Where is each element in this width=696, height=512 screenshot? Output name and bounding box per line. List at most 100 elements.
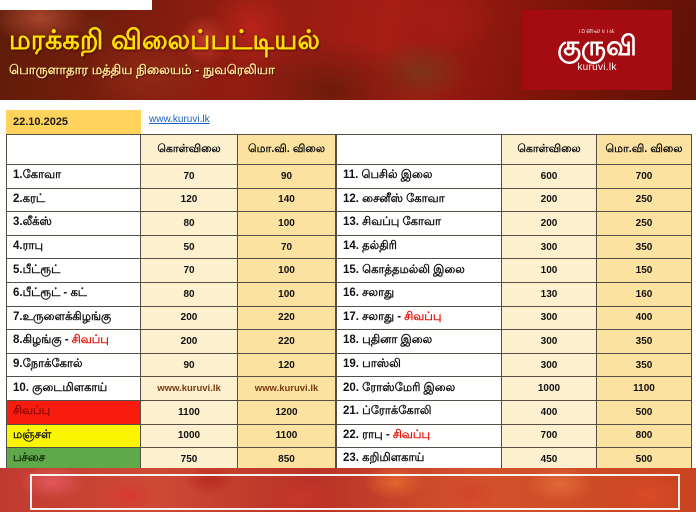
- cell-buy-price: 100: [501, 258, 597, 283]
- table-row: 14. தல்திரி 300 350: [336, 234, 692, 260]
- cell-item-name: 15. கொத்தமல்லி இலை: [336, 258, 502, 283]
- cell-item-name: 6.பீட்ரூட் - கட்: [6, 281, 141, 307]
- cell-wholesale-price: 1200: [237, 399, 336, 425]
- cell-buy-price: 90: [140, 352, 238, 378]
- table-row: 3.லீக்ஸ் 80 100: [6, 211, 336, 236]
- table-row: 1.கோவா 70 90: [6, 164, 336, 189]
- cell-item-name: 10. குடைமிளகாய்: [6, 376, 141, 401]
- logo-wordmark: குருவி: [557, 31, 637, 63]
- cell-buy-price: 700: [501, 423, 597, 449]
- cell-item-name: 13. சிவப்பு கோவா: [336, 211, 502, 236]
- item-name-accent: சிவப்பு: [71, 334, 109, 347]
- table-row: 19. பாஸ்லி 300 350: [336, 352, 692, 378]
- date-cell: 22.10.2025: [6, 110, 141, 134]
- cell-buy-price: 300: [501, 329, 597, 354]
- cell-item-name: 20. ரோஸ்மேரி இலை: [336, 376, 502, 401]
- cell-wholesale-price: 350: [596, 352, 692, 378]
- cell-item-name: 7.உருளைக்கிழங்கு: [6, 305, 141, 331]
- cell-item-name: 4.ராபு: [6, 234, 141, 260]
- logo-url: kuruvi.lk: [577, 61, 617, 73]
- page-title: மரக்கறி விலைப்பட்டியல்: [9, 25, 321, 55]
- kuruvi-logo[interactable]: மலையக குருவி kuruvi.lk: [522, 10, 672, 90]
- cell-wholesale-price: 220: [237, 305, 336, 331]
- cell-item-name: 3.லீக்ஸ்: [6, 211, 141, 236]
- col-header-buy-price: கொள்விலை: [501, 134, 597, 165]
- table-row: 18. புதினா இலை 300 350: [336, 329, 692, 354]
- cell-wholesale-price: 250: [596, 211, 692, 236]
- table-row: 23. கறிமிளகாய் 450 500: [336, 447, 692, 472]
- cell-buy-price: 130: [501, 281, 597, 307]
- date-strip: 22.10.2025 www.kuruvi.lk: [6, 110, 690, 134]
- cell-wholesale-price: 220: [237, 329, 336, 354]
- cell-item-name: 18. புதினா இலை: [336, 329, 502, 354]
- table-row: மஞ்சள் 1000 1100: [6, 423, 336, 449]
- table-row: 6.பீட்ரூட் - கட் 80 100: [6, 281, 336, 307]
- table-row: 10. குடைமிளகாய் www.kuruvi.lk www.kuruvi.l…: [6, 376, 336, 401]
- cell-item-name: 11. பெசில் இலை: [336, 164, 502, 189]
- cell-wholesale-price: 1100: [237, 423, 336, 449]
- table-row: 9.நோக்கோல் 90 120: [6, 352, 336, 378]
- cell-wholesale-price: 160: [596, 281, 692, 307]
- cell-buy-price: 300: [501, 352, 597, 378]
- table-row: 22. ராபு - சிவப்பு 700 800: [336, 423, 692, 449]
- col-header-name: [336, 134, 502, 165]
- cell-wholesale-price: 100: [237, 281, 336, 307]
- col-header-buy-price: கொள்விலை: [140, 134, 238, 165]
- cell-buy-price: www.kuruvi.lk: [140, 376, 238, 401]
- cell-buy-price: 80: [140, 211, 238, 236]
- cell-wholesale-price: 70: [237, 234, 336, 260]
- cell-buy-price: 400: [501, 399, 597, 425]
- cell-wholesale-price: 150: [596, 258, 692, 283]
- cell-wholesale-price: 1100: [596, 376, 692, 401]
- table-row: 4.ராபு 50 70: [6, 234, 336, 260]
- cell-wholesale-price: www.kuruvi.lk: [237, 376, 336, 401]
- price-table-left: கொள்விலை மொ.வி. விலை 1.கோவா 70 90 2.கரட் 120…: [6, 134, 336, 472]
- cell-item-name: 1.கோவா: [6, 164, 141, 189]
- cell-buy-price: 1000: [501, 376, 597, 401]
- cell-item-name: 17. சலாது - சிவப்பு: [336, 305, 502, 331]
- table-row: சிவப்பு 1100 1200: [6, 399, 336, 425]
- cell-item-name: 16. சலாது: [336, 281, 502, 307]
- price-tables: கொள்விலை மொ.வி. விலை 1.கோவா 70 90 2.கரட் 120…: [6, 134, 692, 472]
- table-row: 5.பீட்ரூட் 70 100: [6, 258, 336, 283]
- table-row: 8.கிழங்கு - சிவப்பு 200 220: [6, 329, 336, 354]
- cell-buy-price: 300: [501, 234, 597, 260]
- date-text: 22.10.2025: [13, 116, 69, 128]
- cell-wholesale-price: 850: [237, 447, 336, 472]
- cell-item-name: சிவப்பு: [6, 399, 141, 425]
- table-row: 12. சைனீஸ் கோவா 200 250: [336, 187, 692, 213]
- cell-item-name: 21. ப்ரோக்கோலி: [336, 399, 502, 425]
- cell-buy-price: 80: [140, 281, 238, 307]
- cell-buy-price: 600: [501, 164, 597, 189]
- cell-item-name: 12. சைனீஸ் கோவா: [336, 187, 502, 213]
- cell-wholesale-price: 350: [596, 234, 692, 260]
- cell-buy-price: 1100: [140, 399, 238, 425]
- table-head-right: கொள்விலை மொ.வி. விலை: [336, 134, 692, 165]
- cell-wholesale-price: 800: [596, 423, 692, 449]
- table-head-left: கொள்விலை மொ.வி. விலை: [6, 134, 336, 165]
- cell-wholesale-price: 90: [237, 164, 336, 189]
- page-subtitle: பொருளாதார மத்திய நிலையம் - நுவரெலியா: [9, 62, 275, 77]
- table-row: 13. சிவப்பு கோவா 200 250: [336, 211, 692, 236]
- table-body-right: 11. பெசில் இலை 600 700 12. சைனீஸ் கோவா 200 25…: [336, 164, 692, 472]
- cell-item-name: மஞ்சள்: [6, 423, 141, 449]
- cell-wholesale-price: 700: [596, 164, 692, 189]
- cell-buy-price: 70: [140, 164, 238, 189]
- cell-wholesale-price: 140: [237, 187, 336, 213]
- col-header-wholesale-price: மொ.வி. விலை: [237, 134, 336, 165]
- logo-tagline: மலையக: [578, 26, 616, 36]
- item-name-accent: சிவப்பு: [392, 428, 431, 441]
- table-row: 16. சலாது 130 160: [336, 281, 692, 307]
- cell-buy-price: 200: [140, 305, 238, 331]
- cell-buy-price: 70: [140, 258, 238, 283]
- price-table-right: கொள்விலை மொ.வி. விலை 11. பெசில் இலை 600 70…: [336, 134, 692, 472]
- cell-buy-price: 120: [140, 187, 238, 213]
- cell-item-name: 5.பீட்ரூட்: [6, 258, 141, 283]
- item-name-accent: சிவப்பு: [404, 310, 442, 323]
- table-row: பச்சை 750 850: [6, 447, 336, 472]
- table-row: 2.கரட் 120 140: [6, 187, 336, 213]
- cell-item-name: 14. தல்திரி: [336, 234, 502, 260]
- cell-buy-price: 200: [140, 329, 238, 354]
- cell-item-name: 9.நோக்கோல்: [6, 352, 141, 378]
- website-link[interactable]: www.kuruvi.lk: [149, 114, 210, 125]
